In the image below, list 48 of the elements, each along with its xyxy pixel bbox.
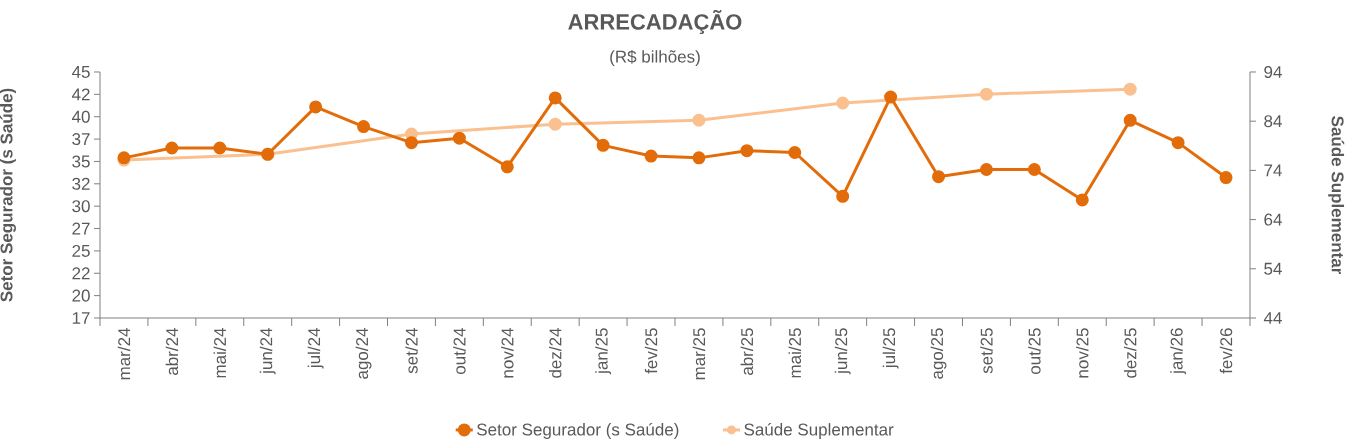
x-tick-label: jan/26 <box>1170 328 1187 375</box>
y-tick-label: 42 <box>71 88 90 101</box>
x-tick-label: abr/24 <box>165 328 179 375</box>
x-tick-label: abr/25 <box>740 328 754 375</box>
y2-tick-label: 64 <box>1264 213 1282 226</box>
y2-tick-label: 94 <box>1264 65 1282 79</box>
legend-label: Saúde Suplementar <box>744 422 894 439</box>
x-tick-label: jan/25 <box>595 328 612 375</box>
y2-tick-label: 84 <box>1264 115 1282 128</box>
y-tick-label: 37 <box>72 133 90 146</box>
y2-tick-label: 44 <box>1263 312 1282 324</box>
chart-title: ARRECADAÇÃO <box>568 9 742 35</box>
x-tick-label: mar/25 <box>692 328 706 380</box>
x-tick-label: jul/25 <box>882 328 899 369</box>
y2-axis-title: Saúde Suplementar <box>1328 116 1345 275</box>
x-tick-label: ago/24 <box>355 328 372 379</box>
y-tick-label: 20 <box>72 289 90 302</box>
x-tick-label: dez/24 <box>548 328 562 378</box>
x-tick-label: mai/25 <box>788 328 802 378</box>
x-tick-label: jun/25 <box>834 328 851 375</box>
x-tick-label: jul/24 <box>307 328 324 369</box>
y2-tick-label: 54 <box>1264 262 1282 275</box>
y-tick-label: 30 <box>72 200 90 213</box>
chart-subtitle: (R$ bilhões) <box>610 49 700 67</box>
x-tick-label: fev/25 <box>644 328 658 374</box>
x-tick-label: mar/24 <box>117 328 131 380</box>
x-tick-label: nov/25 <box>1076 328 1089 378</box>
y-tick-label: 17 <box>72 312 90 324</box>
y-tick-label: 27 <box>72 222 90 235</box>
x-tick-label: mai/24 <box>213 328 227 378</box>
y-tick-label: 22 <box>72 267 90 280</box>
x-tick-label: set/25 <box>980 328 993 374</box>
x-tick-label: set/24 <box>405 328 418 374</box>
x-tick-label: ago/25 <box>930 328 947 379</box>
y-tick-label: 25 <box>72 244 90 257</box>
y-tick-label: 35 <box>72 155 90 168</box>
x-tick-label: dez/25 <box>1123 328 1137 378</box>
x-tick-label: out/24 <box>453 328 466 375</box>
x-tick-label: nov/24 <box>501 328 514 378</box>
x-tick-label: fev/26 <box>1219 328 1233 374</box>
y-axis-title: Setor Segurador (s Saúde) <box>0 88 16 302</box>
y-tick-label: 40 <box>71 110 90 123</box>
x-tick-label: out/25 <box>1028 328 1041 375</box>
y-tick-label: 45 <box>71 66 90 78</box>
y2-tick-label: 74 <box>1264 164 1282 177</box>
x-tick-label: jun/24 <box>259 328 276 375</box>
legend-label: Setor Segurador (s Saúde) <box>477 422 679 439</box>
y-tick-label: 32 <box>72 177 90 190</box>
